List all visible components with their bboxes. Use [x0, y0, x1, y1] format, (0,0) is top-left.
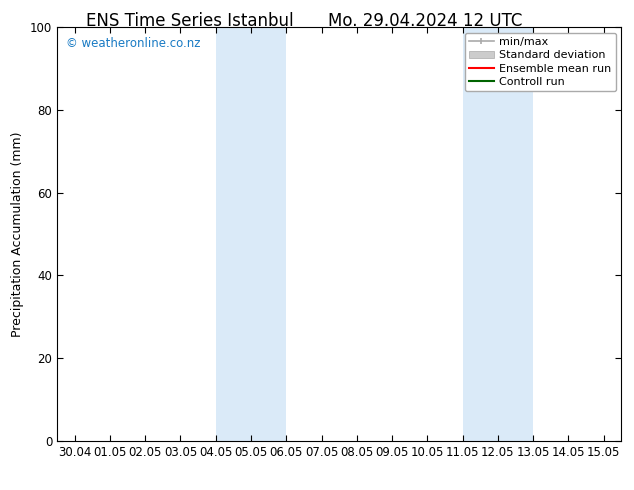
Bar [463, 27, 498, 441]
Text: ENS Time Series Istanbul: ENS Time Series Istanbul [86, 12, 294, 30]
Legend: min/max, Standard deviation, Ensemble mean run, Controll run: min/max, Standard deviation, Ensemble me… [465, 32, 616, 92]
Bar [498, 27, 533, 441]
Text: © weatheronline.co.nz: © weatheronline.co.nz [65, 37, 200, 50]
Y-axis label: Precipitation Accumulation (mm): Precipitation Accumulation (mm) [11, 131, 24, 337]
Bar [216, 27, 251, 441]
Bar [251, 27, 287, 441]
Text: Mo. 29.04.2024 12 UTC: Mo. 29.04.2024 12 UTC [328, 12, 522, 30]
